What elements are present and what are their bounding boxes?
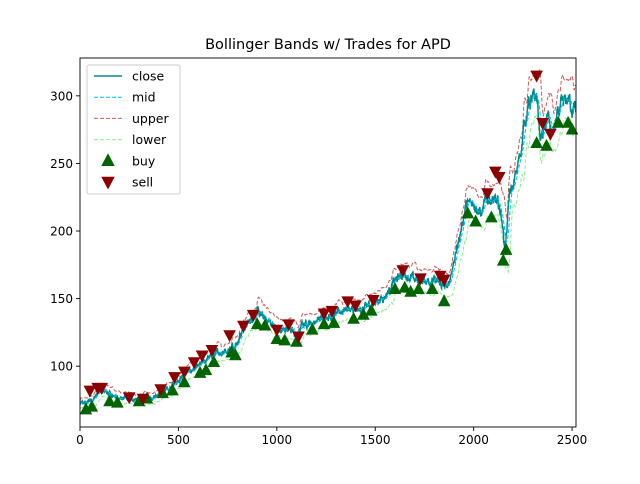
sell-marker: [530, 70, 543, 83]
sell-marker: [536, 117, 549, 130]
buy-marker: [357, 307, 370, 320]
buy-marker: [412, 282, 425, 295]
x-tick-label: 2500: [557, 433, 588, 447]
sell-marker: [270, 324, 284, 337]
sell-marker: [437, 274, 451, 287]
buy-marker: [499, 242, 513, 255]
buy-marker: [317, 317, 331, 330]
legend-label-mid: mid: [132, 90, 156, 105]
buy-marker: [327, 315, 341, 328]
buy-marker: [540, 138, 553, 151]
sell-marker: [349, 300, 362, 313]
buy-marker: [111, 395, 124, 408]
y-tick-label: 250: [50, 157, 73, 171]
buy-marker: [347, 311, 360, 324]
buy-marker: [461, 206, 475, 219]
chart-title: Bollinger Bands w/ Trades for APD: [205, 37, 451, 53]
buy-marker: [469, 214, 482, 227]
sell-marker: [282, 319, 295, 332]
legend: close mid upper lower buy sell: [86, 64, 181, 195]
buy-marker: [388, 282, 402, 295]
buy-marker: [178, 375, 191, 388]
x-tick-label: 2000: [458, 433, 489, 447]
x-tick-label: 500: [167, 433, 190, 447]
legend-swatch-buy: [101, 153, 115, 167]
buy-marker: [398, 280, 412, 293]
buy-marker: [485, 210, 498, 223]
legend-label-close: close: [132, 69, 165, 84]
sell-marker: [544, 128, 557, 141]
y-tick-label: 300: [50, 89, 73, 103]
sell-marker: [317, 308, 331, 321]
sell-marker: [223, 330, 236, 343]
sell-marker: [205, 345, 219, 357]
buy-marker: [207, 355, 221, 368]
sell-marker: [481, 188, 494, 201]
sell-marker: [237, 320, 250, 333]
y-tick-label: 200: [50, 225, 73, 239]
buy-marker: [103, 394, 116, 407]
x-tick-label: 1000: [262, 433, 293, 447]
buy-marker: [496, 253, 510, 266]
sell-marker: [178, 366, 191, 379]
buy-marker: [258, 318, 272, 331]
buy-marker: [551, 115, 565, 128]
sell-marker: [246, 309, 260, 322]
x-tick-label: 0: [76, 433, 84, 447]
sell-marker: [492, 172, 506, 184]
sell-marker: [168, 372, 181, 384]
buy-marker: [85, 399, 99, 412]
buy-marker: [270, 332, 284, 345]
sell-marker: [366, 295, 380, 307]
sell-marker: [136, 393, 150, 406]
sell-marker: [195, 350, 209, 363]
buy-marker: [199, 363, 213, 376]
buy-marker: [530, 136, 543, 149]
plot-area: [79, 68, 579, 415]
sell-marker: [396, 265, 410, 278]
buy-marker: [290, 334, 303, 347]
sell-marker: [292, 331, 305, 344]
buy-marker: [229, 348, 242, 361]
legend-swatch-sell: [101, 176, 115, 190]
buy-marker: [437, 294, 451, 307]
y-tick-label: 100: [50, 360, 73, 374]
sell-marker: [154, 384, 167, 397]
buy-marker: [166, 383, 179, 396]
buy-marker: [278, 333, 291, 346]
axes: 0 500 1000 1500 2000 2500 100 150 200 250 300: [50, 57, 588, 447]
sell-marker: [122, 392, 136, 405]
sell-marker: [341, 296, 354, 309]
x-tick-label: 1500: [360, 433, 391, 447]
sell-marker: [95, 382, 108, 395]
buy-marker: [305, 322, 319, 335]
buy-marker: [365, 303, 378, 316]
legend-label-upper: upper: [132, 111, 169, 126]
buy-marker: [565, 122, 579, 135]
sell-marker: [83, 385, 97, 398]
axes-frame: [79, 57, 577, 428]
sell-marker: [414, 273, 427, 286]
legend-label-lower: lower: [132, 132, 167, 147]
buy-marker: [426, 282, 439, 295]
sell-marker: [325, 305, 339, 318]
y-tick-label: 150: [50, 292, 73, 306]
legend-label-sell: sell: [132, 175, 153, 190]
buy-marker: [250, 317, 264, 330]
legend-label-buy: buy: [132, 153, 156, 168]
sell-marker: [187, 357, 201, 370]
